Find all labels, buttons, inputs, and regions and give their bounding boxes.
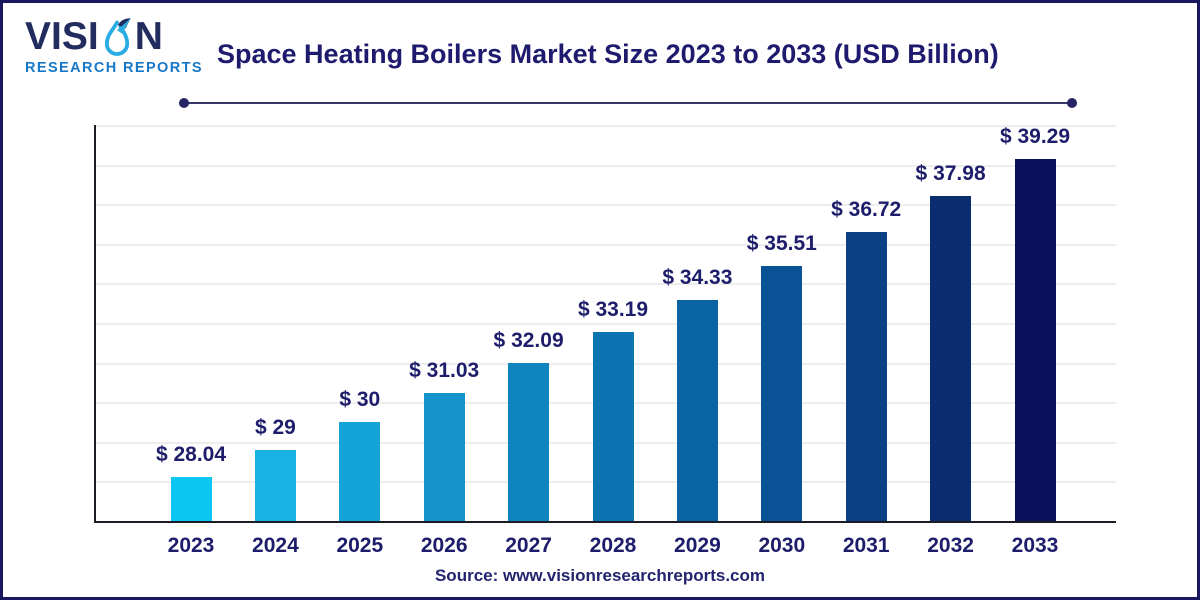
x-tick-label: 2027	[505, 534, 552, 557]
y-axis-line	[94, 125, 96, 523]
bar-value-label: $ 30	[339, 388, 381, 411]
x-tick-label: 2029	[674, 534, 721, 557]
bar-value-label: $ 33.19	[577, 298, 649, 321]
divider-endpoint-dot-right	[1067, 98, 1077, 108]
x-tick-label: 2032	[927, 534, 974, 557]
gridline	[96, 204, 1116, 207]
bar-value-label: $ 39.29	[999, 125, 1071, 148]
x-tick-label: 2026	[420, 534, 468, 557]
plot-area: $ 28.04 2023 $ 29 2024 $ 30 2025 $ 31.03 2026 $ …	[94, 125, 1116, 557]
bar-value-label: $ 37.98	[915, 162, 986, 185]
divider-endpoint-dot-left	[179, 98, 189, 108]
gridline	[96, 323, 1116, 325]
bar-2028	[592, 332, 634, 521]
bar-value-label: $ 36.72	[831, 198, 902, 221]
bar-2031	[845, 232, 887, 521]
bar-2026	[423, 393, 465, 521]
gridline	[96, 283, 1116, 286]
bar-2033	[1014, 159, 1056, 521]
title-divider-line	[179, 98, 1077, 108]
bar-2027	[508, 363, 550, 521]
bar-2023	[170, 477, 212, 521]
bar-2030	[761, 266, 803, 521]
x-tick-label: 2031	[842, 534, 890, 557]
brand-wordmark: VISI N	[25, 16, 195, 56]
bar-value-label: $ 32.09	[493, 329, 564, 352]
bar-value-label: $ 31.03	[409, 359, 480, 382]
x-axis-line	[94, 521, 1116, 523]
bar-value-label: $ 29	[254, 416, 296, 439]
droplet-icon	[104, 18, 131, 56]
bar-value-label: $ 35.51	[746, 232, 817, 255]
bar-2032	[930, 196, 972, 521]
x-tick-label: 2025	[336, 534, 384, 557]
page-title: Space Heating Boilers Market Size 2023 t…	[217, 39, 999, 69]
gridline	[96, 125, 1116, 127]
bar-2029	[676, 300, 718, 521]
bar-2025	[339, 422, 381, 521]
gridline	[96, 164, 1116, 167]
brand-wordmark-right: N	[134, 15, 163, 58]
brand-logo: VISI N RESEARCH REPORTS	[25, 16, 203, 76]
bar-2024	[254, 450, 296, 521]
brand-wordmark-left: VISI	[25, 15, 99, 58]
x-tick-label: 2030	[758, 534, 806, 557]
gridline	[96, 243, 1116, 246]
bar-value-label: $ 28.04	[155, 443, 227, 466]
x-tick-label: 2033	[1011, 534, 1059, 557]
x-tick-label: 2024	[252, 534, 299, 557]
x-tick-label: 2028	[589, 534, 637, 557]
x-tick-label: 2023	[167, 534, 215, 557]
brand-subtitle: RESEARCH REPORTS	[25, 60, 203, 76]
bar-value-label: $ 34.33	[662, 266, 733, 289]
source-attribution: Source: www.visionresearchreports.com	[434, 566, 766, 585]
